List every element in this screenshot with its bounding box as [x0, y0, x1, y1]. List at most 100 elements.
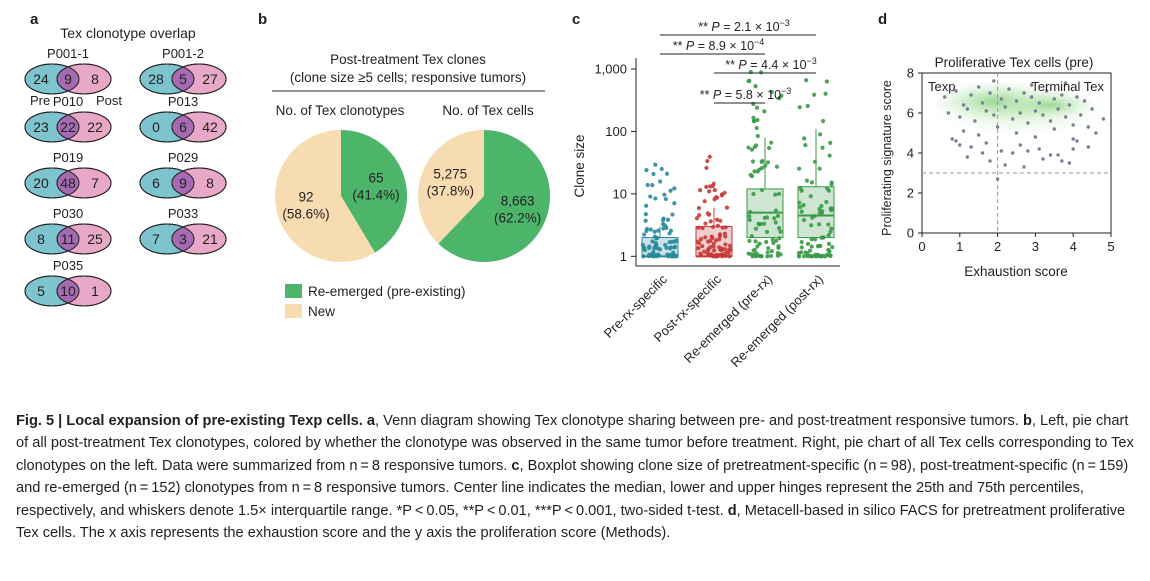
venn-post-count: 21: [202, 231, 218, 247]
venn-pre-count: 23: [33, 119, 49, 135]
scatter-point: [950, 137, 954, 141]
box-iqr: [797, 186, 835, 239]
box-point: [777, 96, 782, 101]
box-point: [809, 244, 814, 249]
scatter-point: [958, 115, 962, 119]
box-point: [712, 187, 717, 193]
box-point: [755, 117, 760, 123]
venn-post-outline: [171, 167, 227, 199]
panel-c-boxplot: Clone size 1101001,000Pre-rx-specificPos…: [572, 18, 840, 370]
box-point: [766, 246, 771, 251]
pie-slice-count: 65: [368, 170, 383, 185]
box-point: [765, 160, 771, 165]
box-point: [708, 219, 713, 224]
venn-shared-count: 6: [179, 119, 187, 135]
venn-post-outline: [56, 111, 112, 143]
venn-post-label: Post: [96, 93, 122, 108]
pie-slice-new: [275, 130, 375, 262]
box-point: [775, 253, 781, 258]
box-point: [799, 245, 804, 250]
scatter-point: [1094, 131, 1098, 135]
box-point: [799, 188, 804, 193]
box-point: [659, 166, 664, 172]
box-point: [812, 92, 817, 97]
box-point: [700, 226, 705, 231]
box-point: [696, 205, 702, 211]
scatter-point: [1003, 105, 1007, 109]
boxplot-category-label: Re-emerged (post-rx): [728, 272, 826, 370]
venn-id-label: P030: [53, 206, 83, 221]
box-point: [715, 223, 720, 228]
box-point: [814, 253, 819, 259]
scatter-point: [999, 149, 1004, 153]
venn-id-label: P019: [53, 150, 83, 165]
scatter-point: [942, 95, 947, 99]
box-point: [706, 189, 712, 194]
venn-post-count: 22: [87, 119, 103, 135]
scatter-point: [958, 143, 962, 147]
scatter-point: [1033, 109, 1038, 113]
box-point: [827, 249, 832, 254]
box-point: [801, 254, 807, 259]
scatter-point: [1041, 113, 1045, 117]
figure-caption: Fig. 5 | Local expansion of pre-existing…: [16, 410, 1138, 544]
box-point: [715, 254, 720, 259]
significance-label: ** P = 8.9 × 10−4: [673, 37, 765, 53]
boxplot-category-label: Re-emerged (pre-rx): [681, 272, 775, 366]
box-point: [641, 246, 646, 251]
box-point: [809, 237, 814, 242]
panel-label-b: b: [258, 11, 267, 28]
box-point: [755, 133, 760, 139]
scatter-point: [988, 159, 992, 163]
box-point: [718, 218, 723, 223]
venn-id-label: P029: [168, 150, 198, 165]
box-point: [705, 158, 710, 164]
venn-shared-count: 11: [61, 231, 76, 247]
scatter-point: [1026, 121, 1030, 125]
box-point: [653, 162, 658, 167]
scatter-xtick-label: 0: [918, 239, 925, 254]
box-point: [805, 103, 810, 109]
box-point: [812, 159, 818, 164]
box-point: [796, 254, 802, 259]
venn-post-count: 8: [206, 175, 214, 191]
box-point: [644, 203, 649, 208]
scatter-point: [1071, 147, 1075, 151]
box-point: [720, 225, 725, 230]
box-point: [810, 215, 815, 220]
venn-post-outline: [56, 223, 112, 255]
box-point: [651, 254, 656, 259]
box-point: [650, 183, 655, 188]
scatter-point: [1071, 137, 1075, 141]
box-point: [828, 253, 833, 259]
box-point: [828, 140, 833, 145]
venn-shared-count: 10: [60, 283, 76, 299]
box-point: [711, 181, 716, 186]
scatter-point: [1082, 99, 1087, 103]
box-point: [797, 166, 802, 171]
venn-id-label: P035: [53, 258, 83, 273]
box-point: [747, 209, 753, 215]
box-point: [724, 250, 729, 256]
box-point: [804, 78, 809, 83]
density-core: [1006, 91, 1095, 119]
box-point: [672, 239, 678, 244]
box-point: [807, 248, 813, 253]
box-point: [697, 213, 702, 218]
box-point: [801, 217, 807, 223]
box-point: [672, 186, 677, 191]
scatter-ylabel: Proliferating signature score: [880, 80, 894, 236]
box-point: [724, 205, 730, 210]
box-point: [664, 171, 670, 176]
box-point: [774, 208, 779, 213]
scatter-point: [1018, 111, 1022, 115]
box-point: [754, 125, 759, 131]
scatter-point: [1090, 107, 1094, 111]
box-point: [764, 239, 769, 245]
boxplot-ytick-label: 1: [620, 249, 627, 264]
box-point: [652, 229, 657, 234]
box-point: [803, 250, 808, 255]
venn-post-outline: [171, 63, 227, 95]
box-point: [717, 232, 723, 237]
pie-slice-count: 5,275: [433, 166, 467, 181]
